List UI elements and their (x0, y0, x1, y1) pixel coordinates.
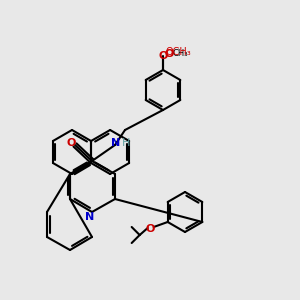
Text: N: N (111, 138, 121, 148)
Text: N: N (85, 212, 94, 222)
Text: CH₃: CH₃ (172, 50, 188, 58)
Text: O: O (158, 51, 168, 61)
Text: O: O (146, 224, 155, 234)
Text: O: O (164, 49, 174, 59)
Text: O: O (66, 138, 76, 148)
Text: OCH₃: OCH₃ (166, 47, 192, 57)
Text: H: H (122, 138, 130, 148)
